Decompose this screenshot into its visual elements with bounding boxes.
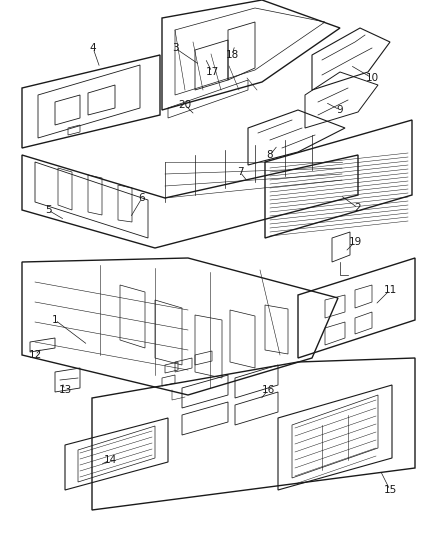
Text: 6: 6 — [139, 193, 145, 203]
Text: 12: 12 — [28, 350, 42, 360]
Text: 7: 7 — [237, 167, 244, 177]
Text: 1: 1 — [52, 315, 58, 325]
Text: 16: 16 — [261, 385, 275, 395]
Text: 11: 11 — [383, 285, 397, 295]
Text: 2: 2 — [355, 203, 361, 213]
Text: 9: 9 — [337, 105, 343, 115]
Text: 15: 15 — [383, 485, 397, 495]
Text: 14: 14 — [103, 455, 117, 465]
Text: 8: 8 — [267, 150, 273, 160]
Text: 17: 17 — [205, 67, 219, 77]
Text: 13: 13 — [58, 385, 72, 395]
Text: 3: 3 — [172, 43, 178, 53]
Text: 19: 19 — [348, 237, 362, 247]
Text: 5: 5 — [45, 205, 51, 215]
Text: 18: 18 — [226, 50, 239, 60]
Text: 10: 10 — [365, 73, 378, 83]
Text: 20: 20 — [178, 100, 191, 110]
Text: 4: 4 — [90, 43, 96, 53]
